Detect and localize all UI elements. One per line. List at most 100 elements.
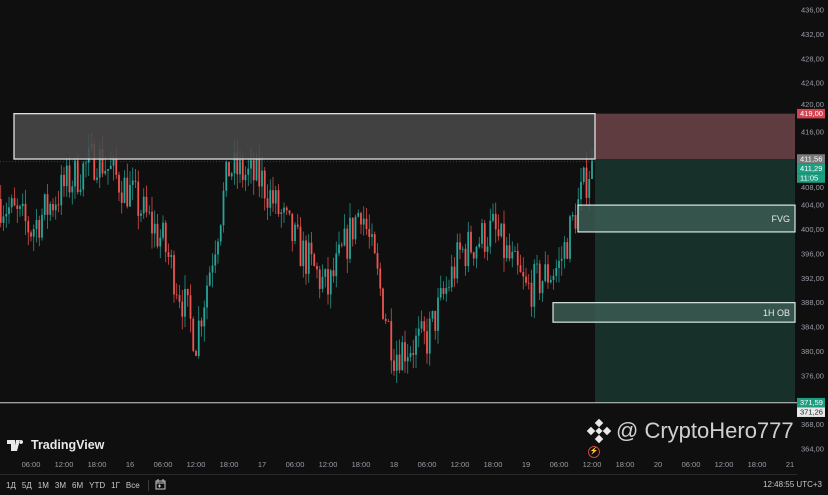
candle	[93, 144, 96, 180]
price-tag	[797, 163, 825, 174]
candle	[365, 218, 368, 230]
candle	[489, 220, 492, 247]
x-tick-label: 19	[522, 460, 530, 469]
candle	[129, 184, 131, 207]
goto-date-icon[interactable]	[155, 478, 166, 492]
candle	[332, 270, 335, 277]
range-1y[interactable]: 1Г	[111, 480, 120, 490]
bottom-toolbar: 1Д 5Д 1М 3М 6М YTD 1Г Все	[0, 474, 797, 495]
candle	[329, 270, 332, 295]
candle	[142, 196, 145, 214]
candle	[296, 224, 299, 227]
candle	[558, 260, 560, 268]
range-6m[interactable]: 6М	[72, 480, 84, 490]
candle	[244, 174, 247, 181]
candle	[415, 335, 417, 355]
candle	[98, 149, 101, 178]
candle	[318, 269, 321, 289]
range-all[interactable]: Все	[125, 480, 140, 490]
candle	[200, 320, 203, 327]
range-5d[interactable]: 5Д	[21, 480, 32, 490]
candle	[79, 189, 82, 193]
ob-box-label: 1H OB	[763, 308, 790, 318]
candle	[140, 213, 142, 216]
divider	[147, 479, 149, 491]
price-tag-label: 411,56	[800, 155, 822, 164]
stop-loss-zone[interactable]	[595, 113, 795, 160]
candle	[516, 250, 519, 266]
candle	[401, 342, 404, 371]
y-tick-label: 368,00	[801, 420, 824, 429]
ob-box[interactable]	[552, 302, 796, 323]
candle	[538, 263, 541, 294]
candle	[159, 237, 162, 247]
candle	[283, 207, 285, 213]
candle	[426, 331, 428, 354]
candle	[585, 167, 588, 198]
candle	[346, 228, 349, 259]
x-tick-label: 12:00	[451, 460, 470, 469]
candle	[63, 174, 65, 187]
candle	[76, 160, 79, 193]
candle	[156, 223, 159, 247]
x-tick-label: 12:00	[715, 460, 734, 469]
price-axis[interactable]	[797, 0, 828, 474]
candle	[338, 244, 340, 254]
candle	[107, 168, 109, 171]
candle	[10, 198, 13, 208]
candle	[349, 217, 351, 259]
candle	[340, 244, 343, 246]
candle	[569, 216, 571, 259]
candle	[450, 266, 453, 288]
candle	[431, 310, 434, 319]
candle	[118, 174, 120, 193]
candle	[175, 294, 178, 296]
candle	[101, 149, 104, 174]
take-profit-zone[interactable]	[595, 159, 795, 403]
candle	[38, 219, 41, 238]
candle	[434, 310, 437, 331]
candle	[250, 160, 252, 169]
candle	[120, 192, 123, 203]
fvg-box[interactable]	[577, 204, 796, 233]
candle	[481, 223, 483, 244]
range-1d[interactable]: 1Д	[6, 480, 16, 490]
candle	[60, 174, 63, 206]
candle	[137, 181, 140, 216]
candle	[560, 258, 563, 261]
tradingview-logo-icon	[7, 439, 24, 451]
range-ytd[interactable]: YTD	[89, 480, 106, 490]
candle	[503, 223, 505, 259]
range-box[interactable]	[13, 112, 596, 160]
y-tick-label: 428,00	[801, 54, 824, 63]
price-tag	[797, 173, 825, 183]
candle	[82, 163, 85, 190]
x-tick-label: 18:00	[748, 460, 767, 469]
candle	[225, 161, 228, 191]
x-tick-label: 17	[258, 460, 266, 469]
price-tag-label: 411,29	[800, 164, 822, 173]
candle	[0, 199, 2, 223]
range-3m[interactable]: 3М	[54, 480, 66, 490]
candle	[335, 253, 338, 277]
candle	[222, 190, 225, 226]
candle	[71, 186, 74, 193]
candle	[423, 321, 426, 332]
range-1m[interactable]: 1М	[37, 480, 49, 490]
candle	[582, 167, 585, 182]
fvg-box-label: FVG	[771, 214, 790, 224]
x-tick-label: 12:00	[319, 460, 338, 469]
candle	[19, 206, 21, 209]
candle	[494, 213, 497, 230]
tradingview-logo[interactable]: TradingView	[7, 438, 104, 452]
candle	[131, 180, 134, 185]
candle	[387, 321, 390, 322]
candle	[500, 223, 503, 237]
clock[interactable]: 12:48:55 UTC+3	[763, 480, 822, 489]
candle	[464, 248, 467, 267]
candle	[32, 228, 35, 237]
candle	[327, 269, 329, 295]
candle	[239, 159, 241, 175]
alert-icon[interactable]: ⚡	[588, 446, 600, 458]
